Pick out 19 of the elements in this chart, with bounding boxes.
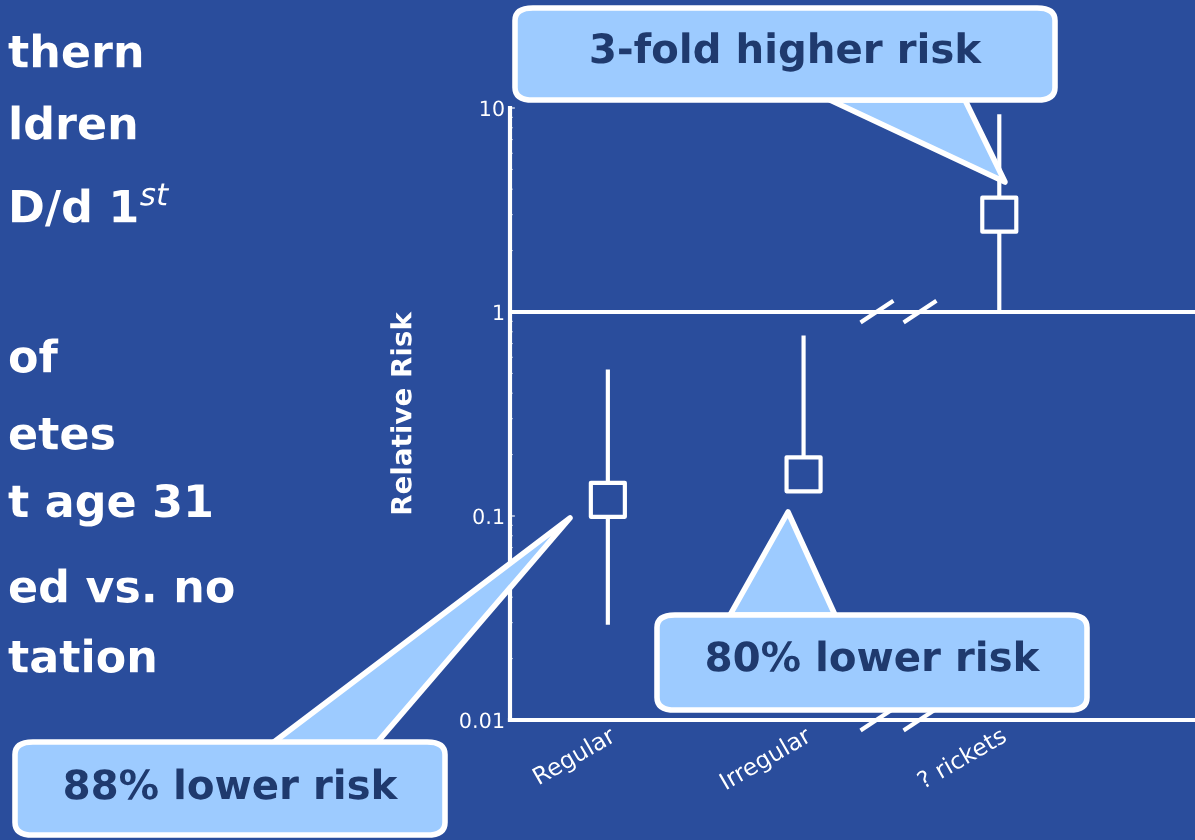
text: etes	[9, 418, 114, 450]
text: tation	[8, 638, 155, 673]
text: t age 31	[8, 483, 211, 527]
y-tick-label: 0.1	[473, 508, 504, 525]
text: thern	[8, 33, 142, 68]
text: 88% lower risk	[65, 768, 399, 800]
point	[980, 195, 1019, 234]
annotation: 80% lower risk	[707, 640, 1041, 672]
text: ed vs. no	[9, 568, 234, 603]
point	[588, 480, 627, 519]
text: 3-fold higher risk	[591, 32, 982, 72]
y-axis-title: Relative Risk	[390, 311, 412, 514]
y-tick-label: 10	[480, 100, 504, 117]
text: ldren	[11, 105, 136, 140]
text: of	[9, 338, 59, 373]
point	[784, 455, 823, 494]
y-tick-label: 1	[494, 304, 504, 320]
text: D/d 1$^{st}$	[12, 183, 170, 227]
y-tick-label: 0.01	[460, 712, 504, 729]
